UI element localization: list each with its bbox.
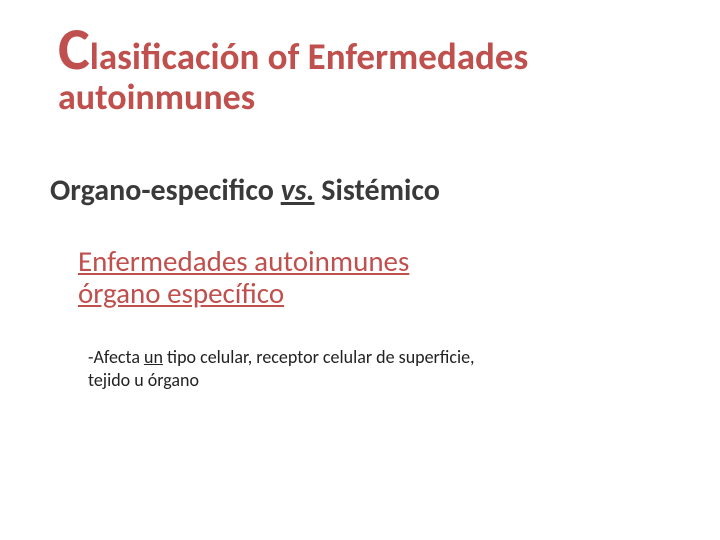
slide: Clasificación of Enfermedades autoinmune… xyxy=(0,0,720,540)
bullet-prefix: -Afecta xyxy=(88,346,144,368)
title-line-2: autoinmunes xyxy=(58,79,668,117)
bullet-text: -Afecta un tipo celular, receptor celula… xyxy=(88,346,475,391)
title-line-1: Clasificación of Enfermedades xyxy=(58,18,668,81)
section-line1: Enfermedades autoinmunes xyxy=(78,243,409,279)
slide-title: Clasificación of Enfermedades autoinmune… xyxy=(58,18,668,117)
subtitle-vs: vs. xyxy=(281,172,315,209)
subtitle-part1: Organo-especifico xyxy=(50,172,281,209)
bullet-underlined: un xyxy=(144,346,163,368)
bullet-line2: tejido u órgano xyxy=(88,369,199,391)
subtitle-part2: Sistémico xyxy=(315,172,440,209)
title-line1-rest: lasificación of Enfermedades xyxy=(90,34,529,79)
bullet-rest1: tipo celular, receptor celular de superf… xyxy=(163,346,475,368)
subtitle: Organo-especifico vs. Sistémico xyxy=(50,172,440,209)
section-heading: Enfermedades autoinmunes órgano específi… xyxy=(78,245,409,310)
section-line2: órgano específico xyxy=(78,275,284,311)
